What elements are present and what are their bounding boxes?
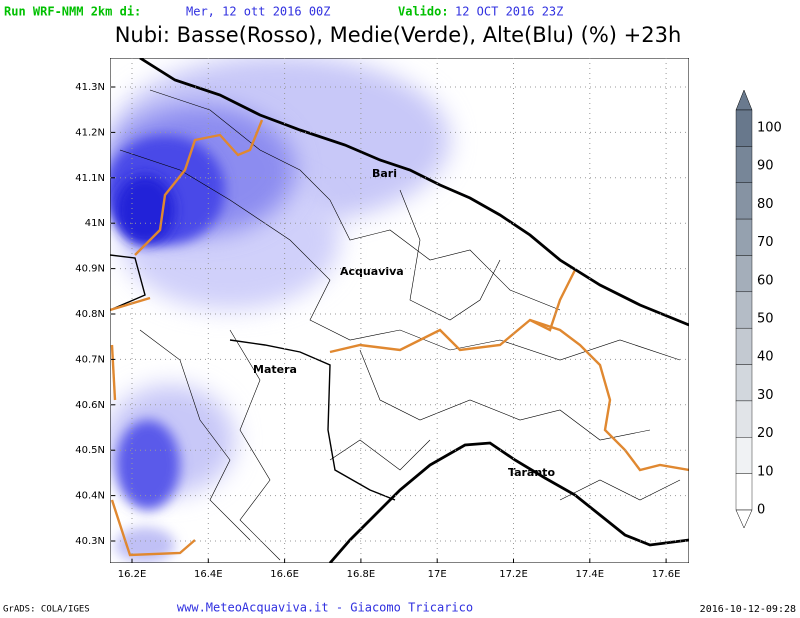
colorbar-label: 0 <box>757 503 765 518</box>
lat-label: 41.3N <box>75 82 105 93</box>
colorbar-step <box>735 400 753 438</box>
lon-label: 16.4E <box>194 569 223 580</box>
run-label: Run WRF-NMM 2km di: <box>4 5 141 19</box>
colorbar-step <box>735 182 753 220</box>
colorbar-label: 60 <box>757 273 774 288</box>
title: Nubi: Basse(Rosso), Medie(Verde), Alte(B… <box>115 23 682 47</box>
footer-center: www.MeteoAcquaviva.it - Giacomo Tricaric… <box>177 601 473 615</box>
colorbar-step <box>735 218 753 256</box>
place-label: Taranto <box>508 466 555 479</box>
lat-label: 41.2N <box>75 127 105 138</box>
colorbar-step <box>735 291 753 329</box>
lon-label: 17E <box>428 569 447 580</box>
lat-label: 40.9N <box>75 264 105 275</box>
lon-label: 17.6E <box>652 569 681 580</box>
lat-label: 40.4N <box>75 491 105 502</box>
lat-label: 40.6N <box>75 400 105 411</box>
colorbar-label: 100 <box>757 121 782 136</box>
colorbar-label: 70 <box>757 235 774 250</box>
colorbar-step <box>735 327 753 365</box>
lon-labels: 16.2E 16.4E 16.6E 16.8E 17E 17.2E 17.4E 17.6E <box>118 58 681 580</box>
footer-left: GrADS: COLA/IGES <box>3 605 90 615</box>
place-label: Acquaviva <box>340 265 404 278</box>
colorbar-label: 40 <box>757 350 774 365</box>
lat-labels: 41.3N 41.2N 41.1N 41N 40.9N 40.8N 40.7N 40.6N 40… <box>75 82 689 547</box>
place-label: Matera <box>253 363 297 376</box>
colorbar-step <box>735 364 753 402</box>
lat-label: 41N <box>85 218 105 229</box>
colorbar-step <box>735 109 753 147</box>
lon-label: 17.2E <box>499 569 528 580</box>
colorbar-step <box>735 437 753 474</box>
run-date: Mer, 12 ott 2016 00Z <box>186 5 331 19</box>
boundaries <box>119 89 681 561</box>
footer-right: 2016-10-12-09:28 <box>700 604 796 615</box>
lon-label: 16.2E <box>118 569 147 580</box>
province-borders <box>110 254 396 501</box>
lat-label: 40.5N <box>75 445 105 456</box>
lon-label: 17.4E <box>576 569 605 580</box>
colorbar-label: 10 <box>757 464 774 479</box>
place-label: Bari <box>372 167 397 180</box>
colorbar-label: 80 <box>757 197 774 212</box>
region-borders <box>110 119 689 557</box>
valid-label: Valido: <box>398 5 449 19</box>
valid-date: 12 OCT 2016 23Z <box>455 5 563 19</box>
colorbar-label: 20 <box>757 426 774 441</box>
colorbar-step <box>735 473 753 511</box>
lat-label: 41.1N <box>75 173 105 184</box>
lon-label: 16.8E <box>347 569 376 580</box>
colorbar-label: 90 <box>757 159 774 174</box>
map <box>110 58 689 563</box>
lat-label: 40.8N <box>75 309 105 320</box>
colorbar-step <box>735 146 753 183</box>
lon-label: 16.6E <box>270 569 299 580</box>
lat-label: 40.3N <box>75 536 105 547</box>
colorbar <box>735 89 753 529</box>
colorbar-label: 30 <box>757 388 774 403</box>
colorbar-step <box>735 255 753 293</box>
colorbar-label: 50 <box>757 312 774 327</box>
lat-label: 40.7N <box>75 354 105 365</box>
